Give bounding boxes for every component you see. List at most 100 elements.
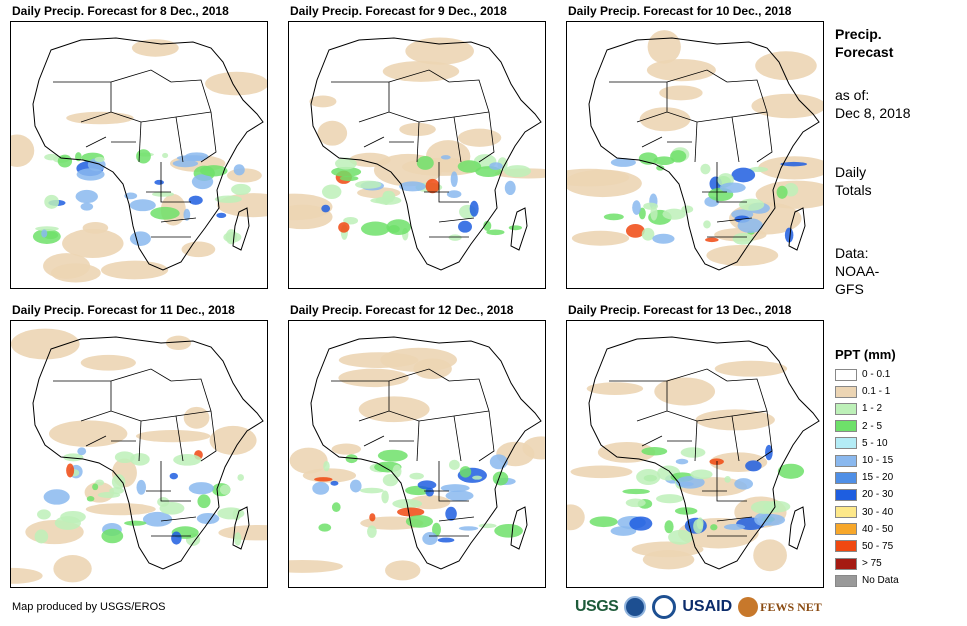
africa-coastline bbox=[310, 37, 542, 271]
rain-cell bbox=[734, 478, 753, 490]
legend-label: 0 - 0.1 bbox=[862, 369, 891, 381]
legend: 0 - 0.1 0.1 - 1 1 - 2 2 - 5 5 - 10 10 - 15 15 … bbox=[835, 366, 899, 589]
rain-cell bbox=[724, 476, 731, 483]
sidebar-totals-line2: Totals bbox=[835, 182, 872, 198]
light-rain-patch bbox=[62, 228, 124, 259]
country-border bbox=[716, 516, 753, 522]
rain-cell bbox=[392, 464, 402, 478]
precip-map-svg bbox=[289, 336, 545, 581]
light-rain-patch bbox=[659, 85, 703, 101]
rain-cell bbox=[492, 471, 509, 486]
madagascar-coastline bbox=[788, 506, 806, 550]
rain-cell bbox=[445, 506, 457, 521]
legend-swatch bbox=[835, 420, 857, 433]
rain-cell bbox=[641, 227, 655, 241]
map-dec10 bbox=[566, 21, 824, 289]
rain-cell bbox=[446, 190, 462, 198]
rain-cell bbox=[670, 150, 687, 163]
legend-label: > 75 bbox=[862, 558, 882, 570]
rain-cell bbox=[196, 512, 220, 525]
rain-cell bbox=[719, 182, 746, 193]
rain-cell bbox=[80, 202, 94, 211]
rain-cell bbox=[171, 531, 182, 545]
rain-cell bbox=[458, 220, 472, 233]
rain-cell bbox=[173, 453, 202, 466]
legend-swatch bbox=[835, 488, 857, 501]
light-rain-patch bbox=[209, 425, 257, 455]
light-rain-patch bbox=[382, 60, 460, 82]
map-dec8 bbox=[10, 21, 268, 289]
rain-cell bbox=[150, 206, 180, 220]
rain-cell bbox=[641, 447, 668, 456]
country-border bbox=[388, 368, 450, 382]
rain-cell bbox=[233, 164, 245, 176]
rain-cell bbox=[43, 489, 70, 505]
rain-cell bbox=[35, 226, 59, 232]
legend-swatch bbox=[835, 437, 857, 450]
country-border bbox=[416, 420, 420, 462]
legend-item: 15 - 20 bbox=[835, 469, 899, 486]
rain-cell bbox=[749, 166, 769, 173]
rain-cell bbox=[86, 496, 95, 502]
rain-cell bbox=[445, 490, 474, 502]
africa-coastline bbox=[32, 336, 264, 570]
rain-cell bbox=[176, 155, 206, 161]
light-rain-patch bbox=[338, 352, 419, 368]
rain-cell bbox=[77, 447, 87, 456]
sidebar-source-line1: Data: bbox=[835, 245, 869, 261]
light-rain-patch bbox=[570, 465, 633, 479]
country-border bbox=[716, 217, 753, 223]
rain-cell bbox=[214, 195, 242, 203]
country-border bbox=[200, 410, 217, 462]
legend-item: 2 - 5 bbox=[835, 418, 899, 435]
panel-title-dec12: Daily Precip. Forecast for 12 Dec., 2018 bbox=[290, 303, 514, 317]
light-rain-patch bbox=[571, 230, 630, 246]
noaa-logo-icon bbox=[624, 596, 647, 618]
rain-cell bbox=[745, 460, 762, 472]
light-rain-patch bbox=[289, 559, 343, 573]
rain-cell bbox=[440, 484, 470, 493]
rain-cell bbox=[162, 152, 169, 158]
rain-cell bbox=[101, 528, 124, 544]
credit-text: Map produced by USGS/EROS bbox=[12, 601, 166, 613]
country-border bbox=[726, 79, 768, 113]
rain-cell bbox=[458, 526, 479, 531]
legend-swatch bbox=[835, 540, 857, 553]
country-border bbox=[416, 121, 420, 163]
rain-cell bbox=[60, 510, 86, 523]
legend-item: > 75 bbox=[835, 555, 899, 572]
country-border bbox=[448, 79, 490, 113]
legend-swatch bbox=[835, 454, 857, 467]
rain-cell bbox=[136, 149, 151, 164]
rain-cell bbox=[367, 525, 377, 538]
country-border bbox=[666, 368, 728, 382]
rain-cell bbox=[355, 180, 382, 189]
light-rain-patch bbox=[183, 406, 210, 429]
rain-cell bbox=[330, 480, 339, 486]
rain-cell bbox=[700, 163, 711, 175]
rain-cell bbox=[124, 520, 147, 526]
rain-cell bbox=[154, 179, 164, 185]
rain-cell bbox=[664, 520, 674, 534]
rain-cell bbox=[66, 463, 75, 478]
fews-globe-icon bbox=[738, 597, 759, 617]
rain-cell bbox=[765, 444, 773, 461]
rain-cell bbox=[472, 475, 483, 480]
rain-cell bbox=[653, 156, 675, 166]
country-border bbox=[363, 435, 385, 447]
usaid-logo: USAID bbox=[682, 598, 733, 615]
country-border bbox=[160, 162, 191, 203]
sidebar-heading: Precip. Forecast bbox=[835, 25, 893, 61]
country-border bbox=[438, 217, 475, 223]
madagascar-coastline bbox=[510, 506, 528, 550]
country-border bbox=[110, 69, 172, 83]
light-rain-patch bbox=[631, 541, 704, 558]
country-border bbox=[160, 461, 191, 502]
sidebar-heading-line1: Precip. bbox=[835, 26, 882, 42]
map-dec11 bbox=[10, 320, 268, 588]
country-border bbox=[716, 461, 747, 502]
sidebar-asof: as of: Dec 8, 2018 bbox=[835, 86, 911, 122]
rain-cell bbox=[114, 451, 135, 464]
rain-cell bbox=[312, 481, 330, 495]
map-dec12 bbox=[288, 320, 546, 588]
